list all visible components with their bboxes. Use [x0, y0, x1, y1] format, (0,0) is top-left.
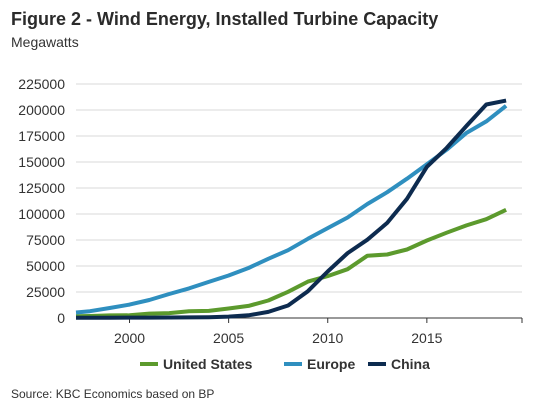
x-tick-label: 2000: [114, 330, 145, 346]
legend-label-europe: Europe: [307, 356, 355, 372]
x-tick-label: 2005: [213, 330, 244, 346]
y-tick-label: 150000: [18, 154, 65, 170]
series-line-united-states: [75, 207, 507, 319]
y-tick-label: 75000: [26, 232, 65, 248]
source-note: Source: KBC Economics based on BP: [11, 387, 215, 401]
legend-label-united-states: United States: [163, 356, 253, 372]
legend-label-china: China: [391, 356, 430, 372]
x-tick-label: 2015: [411, 330, 442, 346]
y-tick-label: 100000: [18, 206, 65, 222]
y-tick-label: 225000: [18, 76, 65, 92]
chart-subtitle: Megawatts: [11, 34, 79, 50]
y-tick-label: 125000: [18, 180, 65, 196]
y-tick-label: 25000: [26, 284, 65, 300]
x-tick-label: 2010: [312, 330, 343, 346]
series-line-europe: [75, 104, 508, 315]
y-tick-label: 200000: [18, 102, 65, 118]
series-line-china: [76, 98, 507, 320]
y-tick-label: 50000: [26, 258, 65, 274]
chart-title: Figure 2 - Wind Energy, Installed Turbin…: [11, 9, 439, 29]
y-tick-label: 175000: [18, 128, 65, 144]
y-tick-label: 0: [57, 310, 65, 326]
